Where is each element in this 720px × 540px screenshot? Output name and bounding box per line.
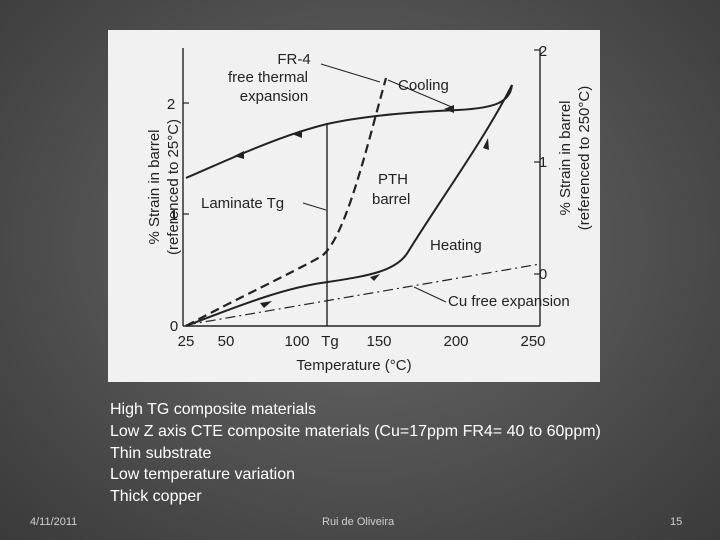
- annotation-laminate-tg: Laminate Tg: [201, 195, 284, 212]
- heating-curve: [185, 84, 513, 327]
- cooling-leader: [387, 79, 455, 109]
- bullet-item: Low temperature variation: [110, 466, 295, 484]
- cooling-arrow: [292, 130, 302, 138]
- strain-chart: 2 1 0 2 1 0 25 50 100 Tg 150 200 250 Tem…: [146, 43, 593, 374]
- x-tick-label: 100: [284, 333, 309, 350]
- right-tick-label: 0: [539, 266, 547, 283]
- left-tick-label: 2: [167, 96, 175, 113]
- annotation-cu-free: Cu free expansion: [448, 293, 570, 310]
- cooling-arrow: [234, 151, 244, 159]
- left-tick-label: 1: [170, 207, 178, 224]
- annotation-fr4: expansion: [240, 88, 308, 105]
- x-tick-label: Tg: [321, 333, 339, 350]
- left-tick-label: 0: [170, 318, 178, 335]
- footer-author: Rui de Oliveira: [322, 516, 395, 528]
- x-tick-label: 25: [178, 333, 195, 350]
- heating-arrow: [483, 138, 489, 150]
- annotation-pth: barrel: [372, 191, 410, 208]
- left-axis-title-line2: (referenced to 25°C): [165, 119, 182, 255]
- fr4-leader: [320, 63, 381, 83]
- x-tick-label: 150: [366, 333, 391, 350]
- x-tick-label: 50: [218, 333, 235, 350]
- left-axis-title-line1: % Strain in barrel: [146, 129, 163, 244]
- bullet-item: Low Z axis CTE composite materials (Cu=1…: [110, 422, 601, 440]
- right-tick-label: 1: [539, 154, 547, 171]
- annotation-fr4: FR-4: [277, 51, 310, 68]
- annotation-heating: Heating: [430, 237, 482, 254]
- annotation-cooling: Cooling: [398, 77, 449, 94]
- bullet-item: Thin substrate: [110, 444, 212, 462]
- x-axis-title: Temperature (°C): [296, 357, 411, 374]
- laminate-tg-leader: [302, 202, 327, 211]
- right-axis-title-line2: (referenced to 250°C): [576, 86, 593, 230]
- page-number: 15: [670, 516, 683, 528]
- annotation-fr4: free thermal: [228, 69, 308, 86]
- heating-arrow: [260, 301, 272, 308]
- cu-free-leader: [413, 286, 447, 303]
- cooling-curve: [185, 84, 513, 179]
- right-axis-title-line1: % Strain in barrel: [557, 100, 574, 215]
- bullet-list: High TG composite materials Low Z axis C…: [110, 399, 601, 508]
- bullet-item: High TG composite materials: [110, 401, 316, 418]
- strain-temperature-figure: 2 1 0 2 1 0 25 50 100 Tg 150 200 250 Tem…: [108, 30, 600, 382]
- x-tick-label: 250: [520, 333, 545, 350]
- x-tick-label: 200: [443, 333, 468, 350]
- footer-date: 4/11/2011: [30, 516, 78, 528]
- heating-arrow: [370, 274, 380, 281]
- right-tick-label: 2: [539, 43, 547, 60]
- bullet-item: Thick copper: [110, 488, 202, 506]
- annotation-pth: PTH: [378, 171, 408, 188]
